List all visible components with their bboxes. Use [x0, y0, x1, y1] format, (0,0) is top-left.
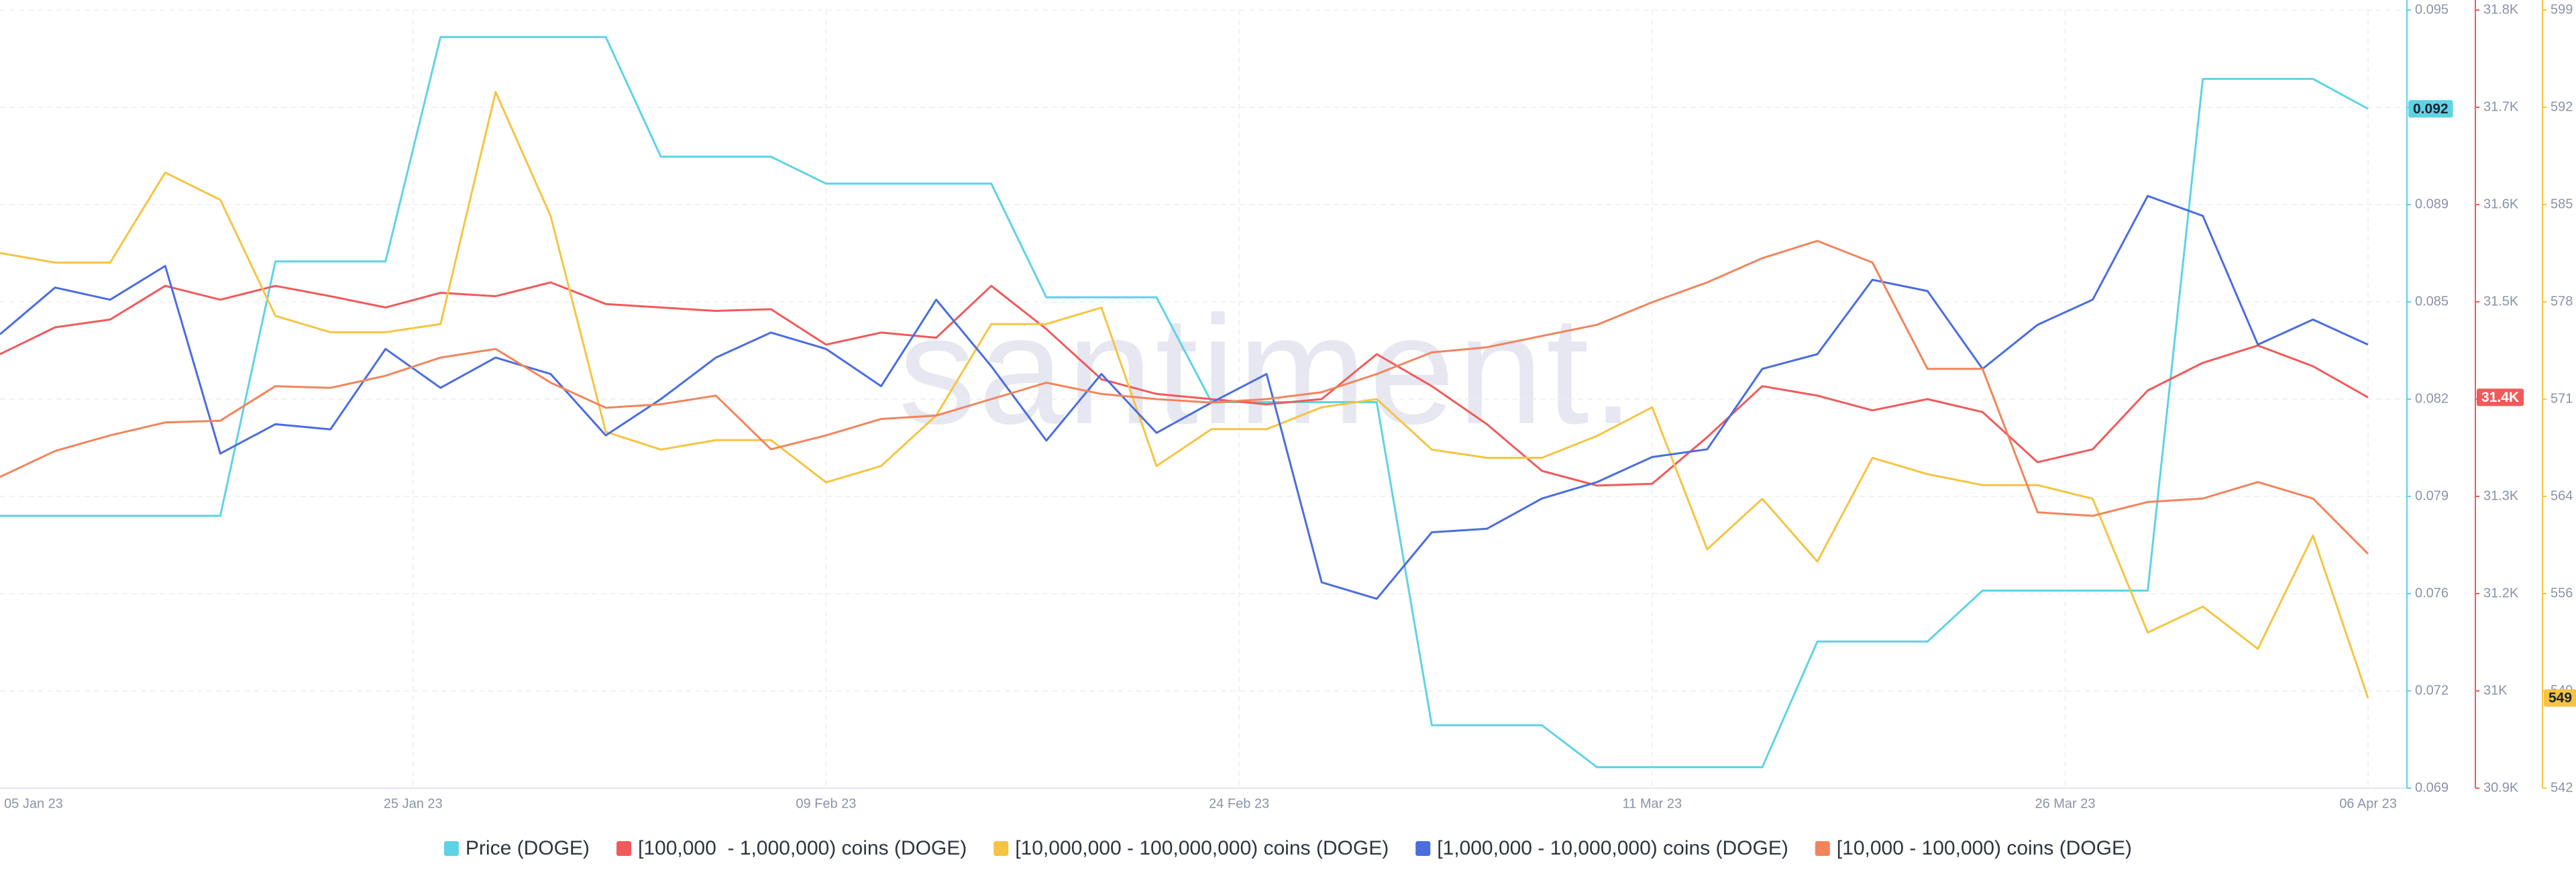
- series-line: [0, 36, 2369, 769]
- series-line: [0, 195, 2369, 600]
- legend-item: [10,000,000 - 100,000,000) coins (DOGE): [994, 837, 1389, 859]
- y-tick-label: 0.072: [2415, 683, 2449, 698]
- legend-item: [1,000,000 - 10,000,000) coins (DOGE): [1415, 837, 1788, 859]
- x-tick-label: 26 Mar 23: [2035, 796, 2095, 811]
- value-tag-box: [2544, 689, 2576, 707]
- legend-label: Price (DOGE): [466, 837, 590, 859]
- legend-marker: [994, 841, 1009, 856]
- y-tick-label: 585: [2551, 197, 2573, 211]
- legend-label: [10,000,000 - 100,000,000) coins (DOGE): [1015, 837, 1389, 859]
- y-tick-label: 578: [2551, 294, 2573, 309]
- y-tick-label: 571: [2551, 391, 2573, 406]
- x-tick-label: 11 Mar 23: [1623, 796, 1682, 811]
- y-tick-label: 31.6K: [2483, 197, 2519, 211]
- series-line: [0, 239, 2369, 555]
- y-tick-label: 31.2K: [2483, 586, 2519, 600]
- legend-marker: [1415, 841, 1431, 856]
- y-tick-label: 0.082: [2415, 391, 2449, 406]
- value-tag: 31.4K: [2477, 388, 2524, 406]
- value-tag-box: [2408, 100, 2453, 118]
- value-tag-box: [2477, 388, 2524, 406]
- legend-item: [10,000 - 100,000) coins (DOGE): [1815, 837, 2132, 859]
- y-tick-label: 31.7K: [2483, 99, 2519, 114]
- y-tick-label: 0.076: [2415, 586, 2449, 600]
- value-tag-label: 549: [2548, 690, 2572, 706]
- series-line: [0, 281, 2369, 487]
- x-tick-label: 05 Jan 23: [4, 796, 63, 811]
- y-tick-label: 31.3K: [2483, 488, 2519, 503]
- legend-item: [100,000 - 1,000,000) coins (DOGE): [616, 837, 967, 859]
- y-tick-label: 0.085: [2415, 294, 2449, 309]
- legend-marker: [1815, 841, 1830, 856]
- x-tick-label: 06 Apr 23: [2339, 796, 2397, 811]
- legend-label: [1,000,000 - 10,000,000) coins (DOGE): [1437, 837, 1788, 859]
- y-tick-label: 542: [2551, 780, 2573, 795]
- y-tick-label: 0.079: [2415, 488, 2449, 503]
- y-tick-label: 592: [2551, 99, 2573, 114]
- y-tick-label: 0.069: [2415, 780, 2449, 795]
- watermark: santiment.: [898, 284, 1637, 456]
- legend-marker: [616, 841, 631, 856]
- y-tick-label: 0.095: [2415, 2, 2449, 17]
- y-tick-label: 556: [2551, 586, 2573, 600]
- y-tick-label: 31.5K: [2483, 294, 2519, 309]
- y-tick-label: 31.8K: [2483, 2, 2519, 17]
- series-line: [0, 91, 2369, 699]
- y-tick-label: 30.9K: [2483, 780, 2519, 795]
- x-tick-label: 25 Jan 23: [384, 796, 443, 811]
- legend-label: [100,000 - 1,000,000) coins (DOGE): [638, 837, 967, 859]
- value-tag: 549: [2544, 689, 2576, 707]
- y-tick-label: 599: [2551, 2, 2573, 17]
- x-tick-label: 09 Feb 23: [796, 796, 856, 811]
- value-tag: 0.092: [2408, 100, 2453, 118]
- legend-label: [10,000 - 100,000) coins (DOGE): [1837, 837, 2132, 859]
- y-tick-label: 564: [2551, 488, 2573, 503]
- value-tag-label: 31.4K: [2481, 390, 2519, 405]
- legend-marker: [443, 841, 459, 856]
- x-tick-label: 24 Feb 23: [1209, 796, 1269, 811]
- legend-item: Price (DOGE): [443, 837, 590, 859]
- y-tick-label: 31K: [2483, 683, 2508, 698]
- value-tag-label: 0.092: [2413, 101, 2449, 117]
- y-tick-label: 0.089: [2415, 197, 2449, 211]
